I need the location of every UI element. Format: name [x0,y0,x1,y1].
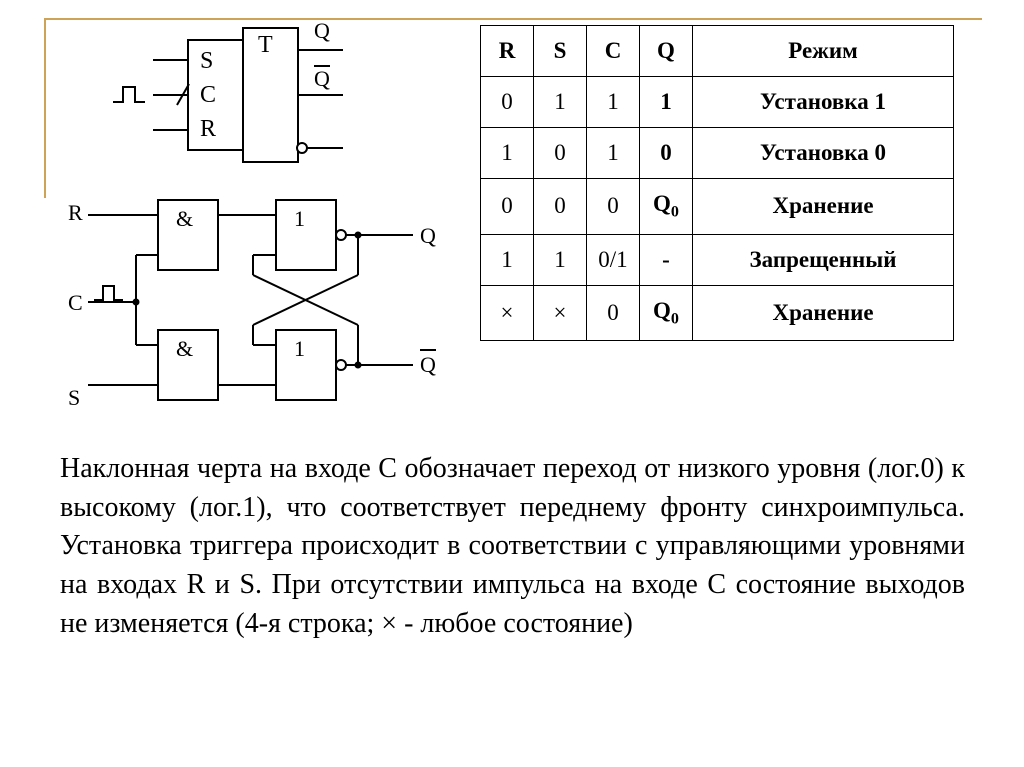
top-input-c: C [200,82,216,108]
th-mode: Режим [693,26,954,77]
input-label-s: S [68,385,80,410]
cell-r: 0 [481,179,534,235]
cell-mode: Запрещенный [693,234,954,285]
cell-r: 1 [481,234,534,285]
th-q: Q [640,26,693,77]
cell-s: 1 [534,77,587,128]
cell-c: 1 [587,128,640,179]
cell-s: 1 [534,234,587,285]
cell-mode: Хранение [693,285,954,341]
page: S C R T Q Q & & 1 1 R C S [0,0,1024,767]
top-input-r: R [200,116,216,142]
and-gate-top-label: & [176,206,193,231]
circuit-diagram: S C R T Q Q & & 1 1 R C S [58,10,458,440]
cell-q: 0 [640,128,693,179]
cell-q: - [640,234,693,285]
th-r: R [481,26,534,77]
or-gate-bot-label: 1 [294,336,305,361]
top-output-q: Q [314,18,330,43]
frame-left [44,18,46,198]
truth-table: R S C Q Режим 0111Установка 11010Установ… [480,25,954,341]
cell-r: × [481,285,534,341]
cell-s: 0 [534,128,587,179]
cell-mode: Хранение [693,179,954,235]
cell-q: 1 [640,77,693,128]
cell-mode: Установка 1 [693,77,954,128]
table-row: 110/1-Запрещенный [481,234,954,285]
top-symbol-t: T [258,32,273,58]
cell-r: 0 [481,77,534,128]
and-gate-bot-label: & [176,336,193,361]
cell-c: 1 [587,77,640,128]
cell-q: Q0 [640,179,693,235]
or-gate-top-label: 1 [294,206,305,231]
output-q: Q [420,223,436,248]
table-row: 000Q0Хранение [481,179,954,235]
cell-s: 0 [534,179,587,235]
cell-c: 0 [587,179,640,235]
top-input-s: S [200,48,213,74]
cell-q: Q0 [640,285,693,341]
cell-s: × [534,285,587,341]
cell-c: 0/1 [587,234,640,285]
input-label-c: C [68,290,83,315]
cell-mode: Установка 0 [693,128,954,179]
th-c: C [587,26,640,77]
th-s: S [534,26,587,77]
input-label-r: R [68,200,83,225]
top-output-qbar: Q [314,66,330,91]
output-qbar: Q [420,352,436,377]
table-row: ××0Q0Хранение [481,285,954,341]
cell-r: 1 [481,128,534,179]
table-row: 1010Установка 0 [481,128,954,179]
body-text: Наклонная черта на входе С обозначает пе… [60,450,965,643]
cell-c: 0 [587,285,640,341]
table-header-row: R S C Q Режим [481,26,954,77]
table-row: 0111Установка 1 [481,77,954,128]
